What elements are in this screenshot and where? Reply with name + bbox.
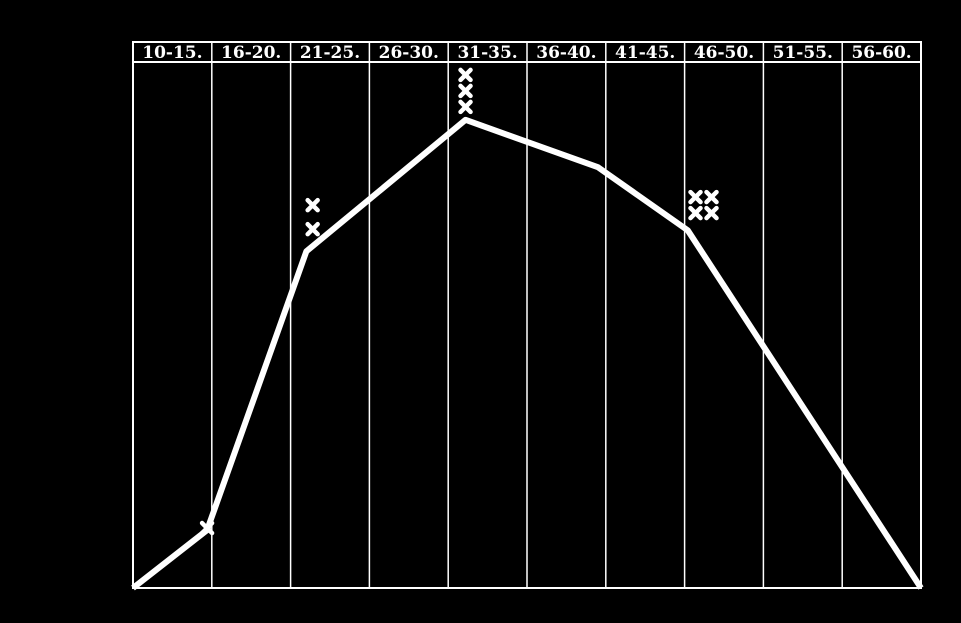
category-label: 46-50. — [694, 43, 754, 63]
category-label: 21-25. — [300, 43, 360, 63]
grid — [132, 41, 922, 589]
category-label: 41-45. — [615, 43, 675, 63]
cross-stroke — [458, 67, 473, 83]
cross-marker — [704, 205, 719, 221]
cross-stroke — [458, 83, 473, 99]
cross-marker — [458, 83, 473, 99]
cross-stroke — [199, 520, 215, 536]
cross-marker — [305, 221, 320, 237]
cross-stroke — [305, 221, 320, 237]
cross-stroke — [688, 189, 703, 205]
category-label: 31-35. — [457, 43, 517, 63]
cross-marker — [688, 189, 703, 205]
cross-marker — [199, 520, 215, 536]
category-label: 36-40. — [536, 43, 596, 63]
cross-stroke — [704, 189, 719, 205]
category-labels: 10-15. 16-20. 21-25. 26-30. 31-35. 36-40. 41-4… — [142, 43, 911, 63]
category-label: 56-60. — [851, 43, 911, 63]
cross-marker — [688, 205, 703, 221]
cross-stroke — [704, 205, 719, 221]
cross-stroke — [458, 99, 473, 115]
cross-stroke — [688, 205, 703, 221]
cross-stroke — [305, 197, 320, 213]
category-label: 51-55. — [773, 43, 833, 63]
category-label: 26-30. — [379, 43, 439, 63]
category-label: 16-20. — [221, 43, 281, 63]
cross-marker — [305, 197, 320, 213]
cross-marker — [704, 189, 719, 205]
category-label: 10-15. — [142, 43, 202, 63]
cross-marker — [458, 67, 473, 83]
cross-markers — [199, 67, 719, 536]
cross-marker — [458, 99, 473, 115]
